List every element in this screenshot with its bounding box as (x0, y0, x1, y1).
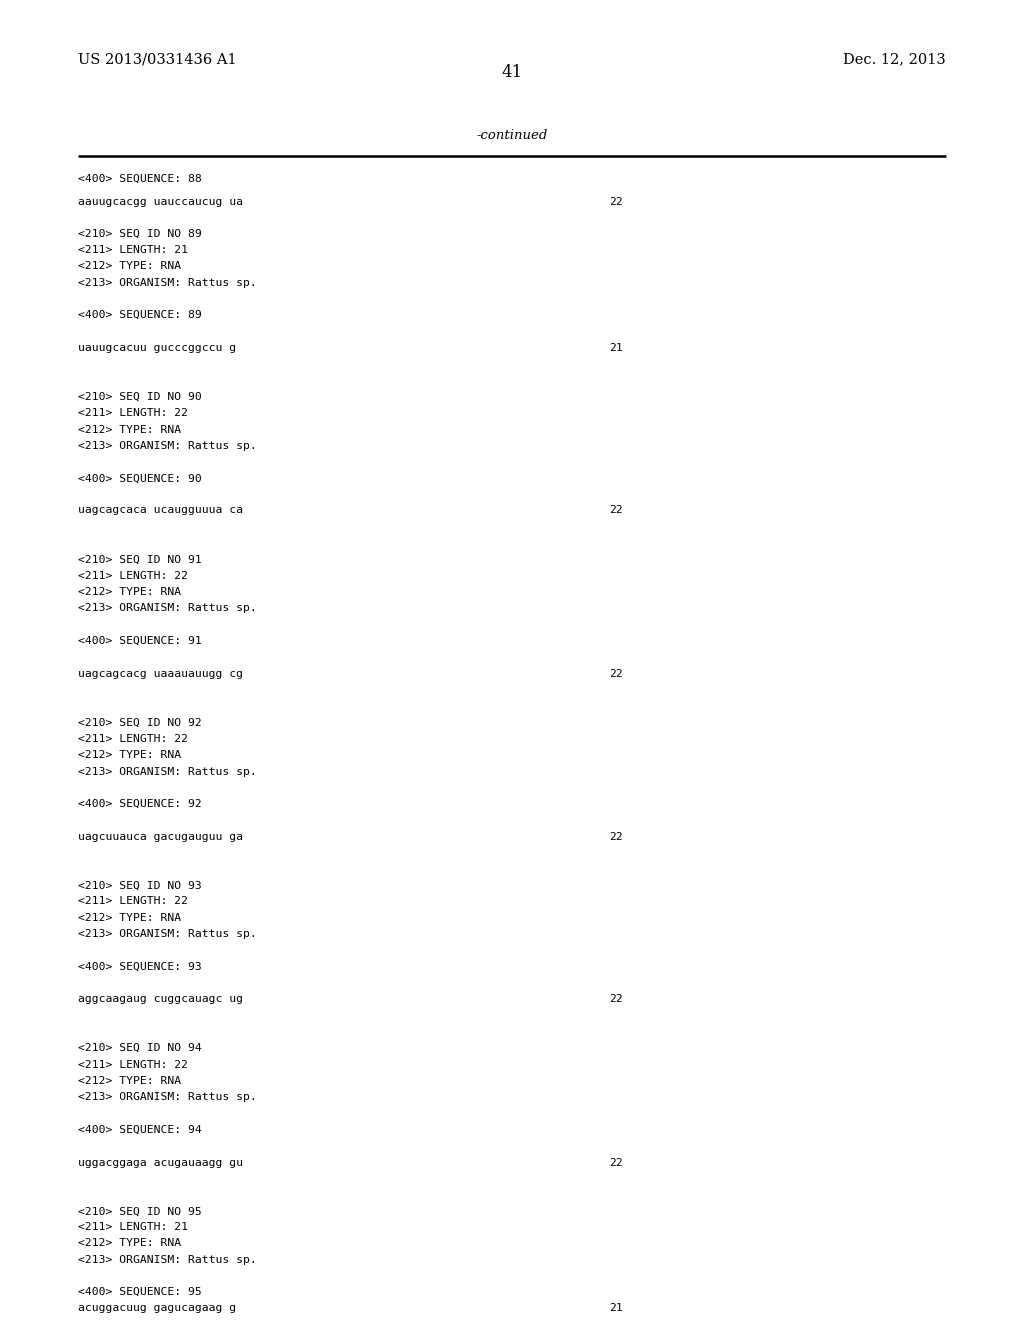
Text: <212> TYPE: RNA: <212> TYPE: RNA (78, 1238, 181, 1249)
Text: 22: 22 (609, 994, 623, 1005)
Text: <212> TYPE: RNA: <212> TYPE: RNA (78, 261, 181, 272)
Text: <212> TYPE: RNA: <212> TYPE: RNA (78, 1076, 181, 1086)
Text: 21: 21 (609, 1303, 623, 1313)
Text: <212> TYPE: RNA: <212> TYPE: RNA (78, 913, 181, 924)
Text: -continued: -continued (476, 128, 548, 141)
Text: 41: 41 (502, 63, 522, 81)
Text: <400> SEQUENCE: 95: <400> SEQUENCE: 95 (78, 1287, 202, 1298)
Text: <213> ORGANISM: Rattus sp.: <213> ORGANISM: Rattus sp. (78, 767, 257, 777)
Text: <213> ORGANISM: Rattus sp.: <213> ORGANISM: Rattus sp. (78, 279, 257, 289)
Text: <400> SEQUENCE: 90: <400> SEQUENCE: 90 (78, 474, 202, 484)
Text: acuggacuug gagucagaag g: acuggacuug gagucagaag g (78, 1303, 236, 1313)
Text: <213> ORGANISM: Rattus sp.: <213> ORGANISM: Rattus sp. (78, 929, 257, 940)
Text: <210> SEQ ID NO 95: <210> SEQ ID NO 95 (78, 1206, 202, 1217)
Text: <210> SEQ ID NO 89: <210> SEQ ID NO 89 (78, 228, 202, 239)
Text: <211> LENGTH: 22: <211> LENGTH: 22 (78, 408, 187, 418)
Text: uagcagcaca ucaugguuua ca: uagcagcaca ucaugguuua ca (78, 506, 243, 516)
Text: <213> ORGANISM: Rattus sp.: <213> ORGANISM: Rattus sp. (78, 603, 257, 614)
Text: <400> SEQUENCE: 89: <400> SEQUENCE: 89 (78, 310, 202, 321)
Text: 21: 21 (609, 343, 623, 354)
Text: aggcaagaug cuggcauagc ug: aggcaagaug cuggcauagc ug (78, 994, 243, 1005)
Text: <213> ORGANISM: Rattus sp.: <213> ORGANISM: Rattus sp. (78, 1092, 257, 1102)
Text: <211> LENGTH: 22: <211> LENGTH: 22 (78, 572, 187, 582)
Text: 22: 22 (609, 1158, 623, 1168)
Text: 22: 22 (609, 669, 623, 680)
Text: <211> LENGTH: 22: <211> LENGTH: 22 (78, 896, 187, 907)
Text: <400> SEQUENCE: 92: <400> SEQUENCE: 92 (78, 799, 202, 809)
Text: 22: 22 (609, 197, 623, 207)
Text: <211> LENGTH: 21: <211> LENGTH: 21 (78, 246, 187, 256)
Text: <212> TYPE: RNA: <212> TYPE: RNA (78, 587, 181, 598)
Text: <400> SEQUENCE: 88: <400> SEQUENCE: 88 (78, 174, 202, 185)
Text: <210> SEQ ID NO 91: <210> SEQ ID NO 91 (78, 554, 202, 565)
Text: 22: 22 (609, 506, 623, 516)
Text: <212> TYPE: RNA: <212> TYPE: RNA (78, 750, 181, 760)
Text: <213> ORGANISM: Rattus sp.: <213> ORGANISM: Rattus sp. (78, 441, 257, 451)
Text: <212> TYPE: RNA: <212> TYPE: RNA (78, 425, 181, 436)
Text: <400> SEQUENCE: 93: <400> SEQUENCE: 93 (78, 962, 202, 973)
Text: <210> SEQ ID NO 92: <210> SEQ ID NO 92 (78, 718, 202, 729)
Text: <213> ORGANISM: Rattus sp.: <213> ORGANISM: Rattus sp. (78, 1255, 257, 1266)
Text: <211> LENGTH: 21: <211> LENGTH: 21 (78, 1222, 187, 1233)
Text: uggacggaga acugauaagg gu: uggacggaga acugauaagg gu (78, 1158, 243, 1168)
Text: <211> LENGTH: 22: <211> LENGTH: 22 (78, 734, 187, 744)
Text: <211> LENGTH: 22: <211> LENGTH: 22 (78, 1060, 187, 1071)
Text: <400> SEQUENCE: 94: <400> SEQUENCE: 94 (78, 1125, 202, 1135)
Text: <210> SEQ ID NO 94: <210> SEQ ID NO 94 (78, 1043, 202, 1053)
Text: uagcuuauca gacugauguu ga: uagcuuauca gacugauguu ga (78, 832, 243, 842)
Text: US 2013/0331436 A1: US 2013/0331436 A1 (78, 53, 237, 66)
Text: <210> SEQ ID NO 93: <210> SEQ ID NO 93 (78, 880, 202, 891)
Text: uauugcacuu gucccggccu g: uauugcacuu gucccggccu g (78, 343, 236, 354)
Text: <210> SEQ ID NO 90: <210> SEQ ID NO 90 (78, 392, 202, 403)
Text: uagcagcacg uaaauauugg cg: uagcagcacg uaaauauugg cg (78, 669, 243, 680)
Text: aauugcacgg uauccaucug ua: aauugcacgg uauccaucug ua (78, 197, 243, 207)
Text: Dec. 12, 2013: Dec. 12, 2013 (844, 53, 946, 66)
Text: <400> SEQUENCE: 91: <400> SEQUENCE: 91 (78, 636, 202, 647)
Text: 22: 22 (609, 832, 623, 842)
